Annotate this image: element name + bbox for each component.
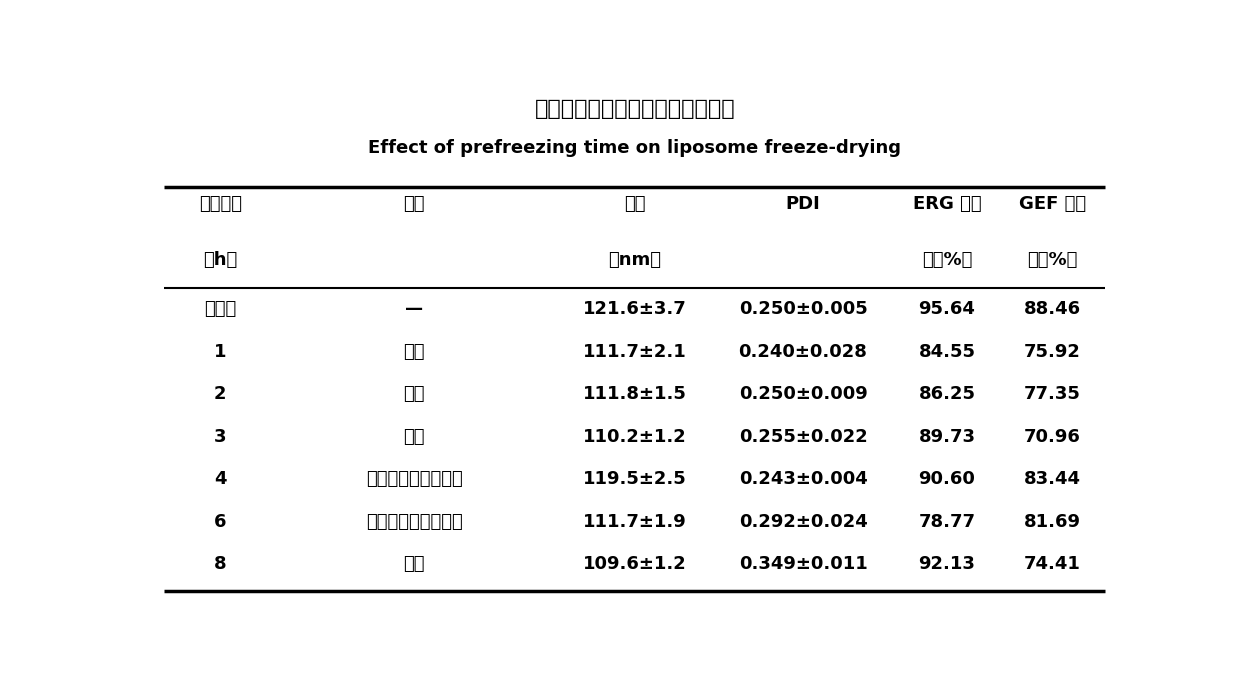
Text: 121.6±3.7: 121.6±3.7 <box>584 300 686 318</box>
Text: 2: 2 <box>214 385 227 403</box>
Text: 8: 8 <box>214 556 227 574</box>
Text: 75.92: 75.92 <box>1025 343 1082 361</box>
Text: 0.250±0.005: 0.250±0.005 <box>738 300 867 318</box>
Text: 皱缩: 皱缩 <box>404 428 425 446</box>
Text: 90.60: 90.60 <box>918 471 975 489</box>
Text: 0.292±0.024: 0.292±0.024 <box>738 513 867 531</box>
Text: 率（%）: 率（%） <box>922 251 973 269</box>
Text: 88.46: 88.46 <box>1025 300 1082 318</box>
Text: 皱缩: 皱缩 <box>404 343 425 361</box>
Text: GEF 包封: GEF 包封 <box>1020 195 1087 213</box>
Text: （nm）: （nm） <box>608 251 662 269</box>
Text: PDI: PDI <box>786 195 820 213</box>
Text: 70.96: 70.96 <box>1025 428 1082 446</box>
Text: 4: 4 <box>214 471 227 489</box>
Text: 0.240±0.028: 0.240±0.028 <box>738 343 867 361</box>
Text: （h）: （h） <box>203 251 238 269</box>
Text: 预冻时间对脂质体冻干效果的影响: 预冻时间对脂质体冻干效果的影响 <box>535 99 735 119</box>
Text: 0.243±0.004: 0.243±0.004 <box>738 471 867 489</box>
Text: 粒径: 粒径 <box>624 195 646 213</box>
Text: 111.8±1.5: 111.8±1.5 <box>584 385 686 403</box>
Text: 78.77: 78.77 <box>918 513 975 531</box>
Text: 皱缩: 皱缩 <box>404 556 425 574</box>
Text: 3: 3 <box>214 428 227 446</box>
Text: 1: 1 <box>214 343 227 361</box>
Text: —: — <box>405 300 424 318</box>
Text: 111.7±2.1: 111.7±2.1 <box>584 343 686 361</box>
Text: 74.41: 74.41 <box>1025 556 1082 574</box>
Text: 完整疏松，均匀饱满: 完整疏松，均匀饱满 <box>366 513 462 531</box>
Text: 0.250±0.009: 0.250±0.009 <box>738 385 867 403</box>
Text: 冻干前: 冻干前 <box>204 300 237 318</box>
Text: 完整疏松，均匀饱满: 完整疏松，均匀饱满 <box>366 471 462 489</box>
Text: 89.73: 89.73 <box>918 428 975 446</box>
Text: 皱缩: 皱缩 <box>404 385 425 403</box>
Text: 119.5±2.5: 119.5±2.5 <box>584 471 686 489</box>
Text: 109.6±1.2: 109.6±1.2 <box>584 556 686 574</box>
Text: 86.25: 86.25 <box>918 385 975 403</box>
Text: 110.2±1.2: 110.2±1.2 <box>584 428 686 446</box>
Text: 77.35: 77.35 <box>1025 385 1082 403</box>
Text: 92.13: 92.13 <box>918 556 975 574</box>
Text: 6: 6 <box>214 513 227 531</box>
Text: 111.7±1.9: 111.7±1.9 <box>584 513 686 531</box>
Text: 率（%）: 率（%） <box>1027 251 1078 269</box>
Text: 83.44: 83.44 <box>1025 471 1082 489</box>
Text: 0.349±0.011: 0.349±0.011 <box>738 556 867 574</box>
Text: 81.69: 81.69 <box>1025 513 1082 531</box>
Text: ERG 包封: ERG 包封 <box>913 195 981 213</box>
Text: 0.255±0.022: 0.255±0.022 <box>738 428 867 446</box>
Text: 84.55: 84.55 <box>918 343 975 361</box>
Text: 95.64: 95.64 <box>918 300 975 318</box>
Text: 外观: 外观 <box>404 195 425 213</box>
Text: Effect of prefreezing time on liposome freeze-drying: Effect of prefreezing time on liposome f… <box>368 139 902 157</box>
Text: 预冻时间: 预冻时间 <box>198 195 242 213</box>
